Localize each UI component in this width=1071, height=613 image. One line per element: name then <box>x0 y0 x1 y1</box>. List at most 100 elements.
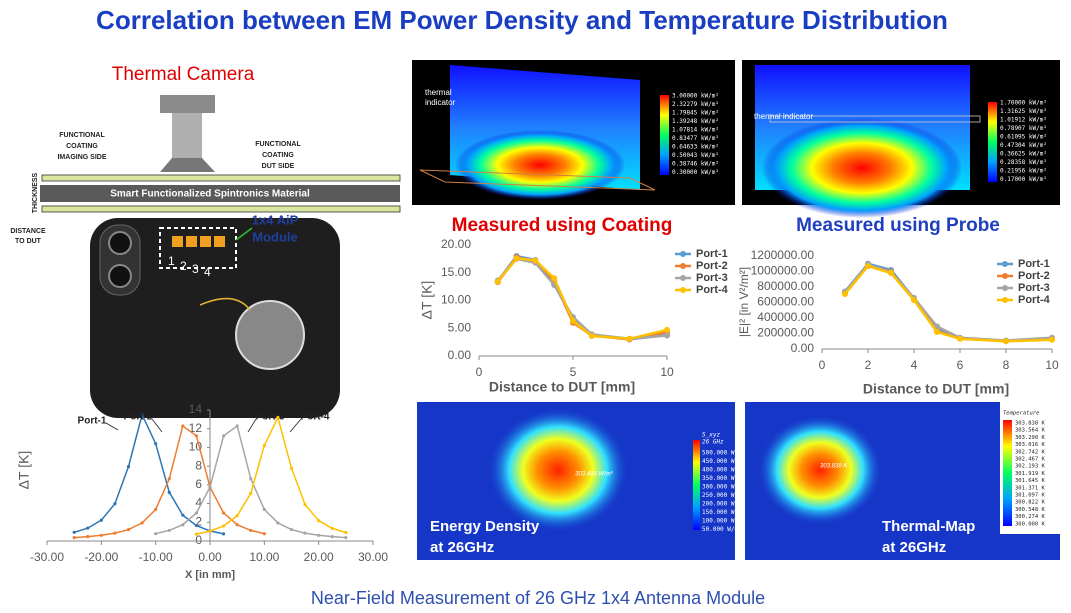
colorbar-label: 1.39248 kW/m² <box>672 118 719 125</box>
chart-title: Measured using Coating <box>452 215 673 236</box>
data-point <box>532 257 539 264</box>
colorbar-label: 303.838 K <box>1015 421 1045 427</box>
data-point <box>344 530 348 535</box>
y-tick-label: 200000.00 <box>757 326 814 340</box>
camera-mount <box>160 158 215 172</box>
series-callout: Port-3 <box>256 412 285 423</box>
data-point <box>865 263 871 270</box>
lens <box>108 231 132 255</box>
data-point <box>72 530 76 534</box>
data-point <box>570 318 576 325</box>
colorbar-label: 302.467 K <box>1015 457 1045 463</box>
x-tick-label: -30.00 <box>30 550 64 564</box>
x-tick-label: 30.00 <box>358 550 388 564</box>
data-point <box>317 519 321 523</box>
panel-annotation: Thermal-Map <box>882 518 975 535</box>
x-axis-label: Distance to DUT [mm] <box>489 379 635 395</box>
series-line <box>844 264 1053 343</box>
series-line <box>196 415 347 535</box>
y-axis-label: ΔT [K] <box>419 281 435 320</box>
legend-label: Port-2 <box>696 260 728 272</box>
data-point <box>194 532 199 536</box>
spot-label: 303.468 W/m² <box>575 472 614 478</box>
legend-marker <box>1002 297 1008 303</box>
dut-label: DUT SIDE <box>262 163 295 170</box>
port-number: 3 <box>192 262 199 276</box>
data-point <box>113 531 117 535</box>
colorbar-label: 350.000 W/m² <box>702 475 745 482</box>
y-tick-label: 20.00 <box>441 237 471 251</box>
data-point <box>303 531 307 535</box>
y-tick-label: 6 <box>195 477 202 491</box>
data-point <box>330 535 334 539</box>
data-point <box>249 477 253 481</box>
data-point <box>194 511 199 515</box>
data-point <box>249 491 253 495</box>
callout-leader <box>289 418 302 433</box>
x-tick-label: 5 <box>570 365 577 379</box>
colorbar-title: Temperature <box>1003 411 1040 417</box>
imaging-label: FUNCTIONAL <box>59 132 105 139</box>
callout-leader <box>151 418 163 433</box>
colorbar-label: 250.000 W/m² <box>702 492 745 499</box>
data-point <box>181 523 185 527</box>
colorbar-label: 302.742 K <box>1015 449 1045 455</box>
distance-label: TO DUT <box>15 238 42 245</box>
legend-marker <box>1002 261 1008 267</box>
y-tick-label: 800000.00 <box>757 279 814 293</box>
series-line <box>496 256 668 341</box>
colorbar-label: 1.70000 kW/m² <box>1000 100 1047 107</box>
data-point <box>126 465 131 469</box>
legend-label: Port-1 <box>696 248 728 260</box>
antenna <box>214 236 225 247</box>
field-hotspot <box>758 415 882 525</box>
data-point <box>551 275 558 282</box>
field-hotspot <box>488 408 628 532</box>
series-line <box>73 412 224 535</box>
series-line <box>496 257 668 341</box>
data-point <box>86 526 90 530</box>
x-tick-label: 4 <box>911 358 918 372</box>
field-hotspot <box>762 118 962 218</box>
data-point <box>249 528 253 533</box>
x-tick-label: 0 <box>476 365 483 379</box>
data-point <box>99 518 103 522</box>
data-point <box>235 514 239 518</box>
colorbar-label: 200.000 W/m² <box>702 501 745 508</box>
y-tick-label: 15.00 <box>441 265 471 279</box>
data-point <box>113 502 117 506</box>
simulation-panel <box>417 402 735 560</box>
colorbar-label: 301.371 K <box>1015 485 1045 491</box>
data-point <box>194 523 199 528</box>
data-point <box>289 466 294 470</box>
legend-marker <box>680 287 686 293</box>
port-number: 4 <box>204 265 211 279</box>
y-tick-label: 14 <box>189 402 203 416</box>
data-point <box>344 536 348 540</box>
x-tick-label: 10 <box>660 365 674 379</box>
thickness-label: THICKNESS <box>32 172 39 213</box>
data-point <box>276 521 280 525</box>
data-point <box>911 297 917 304</box>
y-tick-label: 2 <box>195 514 202 528</box>
data-point <box>303 503 307 507</box>
simulation-panel <box>412 60 735 205</box>
simulation-panel <box>742 60 1060 218</box>
colorbar-label: 303.564 K <box>1015 428 1045 434</box>
y-tick-label: 5.00 <box>448 320 472 334</box>
data-point <box>221 532 226 536</box>
data-point <box>208 529 212 533</box>
distance-label: DISTANCE <box>10 228 46 235</box>
colorbar-label: 1.31625 kW/m² <box>1000 108 1047 115</box>
data-point <box>513 255 520 262</box>
colorbar-label: 0.47304 kW/m² <box>1000 142 1047 149</box>
colorbar-label: 300.274 K <box>1015 514 1045 520</box>
x-tick-label: 0 <box>819 358 826 372</box>
panel-annotation: thermal <box>425 88 452 97</box>
colorbar-label: 400.000 W/m² <box>702 467 745 474</box>
data-point <box>888 270 894 277</box>
data-point <box>194 434 199 438</box>
colorbar-label: 300.000 W/m² <box>702 484 745 491</box>
coating-layer <box>41 174 401 182</box>
x-tick-label: 20.00 <box>304 550 334 564</box>
